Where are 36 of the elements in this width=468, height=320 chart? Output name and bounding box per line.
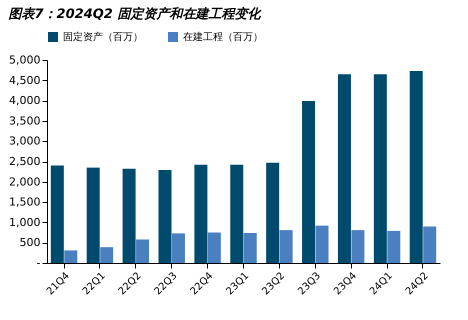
bar: [136, 239, 150, 263]
bar: [194, 164, 208, 263]
bar: [302, 101, 316, 263]
bar: [280, 230, 293, 263]
bar: [374, 74, 387, 263]
bar: [230, 164, 244, 263]
y-tick-label: 3,500: [9, 114, 40, 128]
bar: [266, 162, 280, 263]
bar: [64, 250, 78, 263]
legend-label: 在建工程（百万）: [183, 31, 263, 43]
bar: [244, 232, 257, 263]
y-tick-label: 4,000: [9, 94, 40, 108]
y-tick-label: 2,000: [9, 175, 40, 188]
bar: [423, 226, 436, 263]
bar: [387, 230, 400, 263]
y-tick-label: -: [36, 256, 41, 270]
bar: [122, 168, 136, 263]
bar: [86, 168, 100, 263]
bar: [351, 230, 364, 263]
y-tick-label: 3,000: [9, 134, 40, 148]
y-tick-label: 5,000: [9, 54, 40, 66]
bar: [172, 233, 185, 263]
bar: [158, 170, 172, 263]
chart-title: 图表7：2024Q2 固定资产和在建工程变化: [8, 6, 262, 22]
y-tick-label: 2,500: [9, 155, 40, 168]
y-tick-label: 1,500: [9, 196, 40, 209]
y-tick-label: 500: [20, 236, 40, 250]
y-tick-label: 4,500: [9, 74, 40, 87]
legend-label: 固定资产（百万）: [63, 31, 143, 43]
bar: [410, 70, 423, 263]
bar: [208, 232, 221, 263]
bar: [316, 226, 329, 263]
y-tick-label: 1,000: [9, 216, 40, 229]
bar: [50, 166, 64, 263]
bar: [100, 247, 114, 263]
bar: [338, 74, 351, 263]
